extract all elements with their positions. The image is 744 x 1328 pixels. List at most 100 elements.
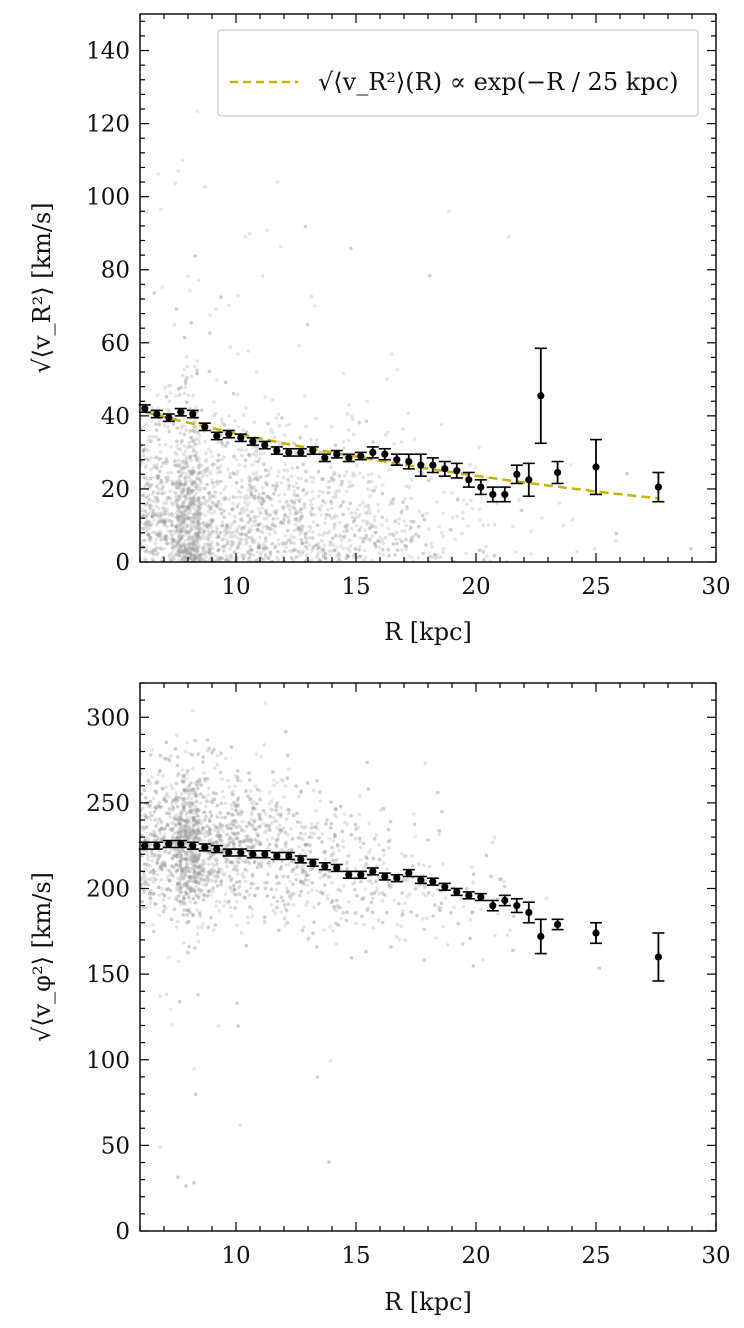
scatter-star (190, 547, 194, 552)
scatter-star (250, 914, 255, 918)
scatter-star (246, 551, 251, 555)
scatter-star (165, 541, 170, 546)
scatter-star (153, 548, 158, 553)
scatter-star (203, 513, 207, 518)
scatter-star (281, 874, 286, 879)
scatter-star (326, 485, 330, 490)
scatter-star (195, 551, 199, 555)
scatter-star (149, 851, 153, 856)
scatter-star (191, 539, 196, 544)
scatter-star (200, 862, 205, 867)
scatter-star (208, 543, 213, 547)
scatter-star (310, 480, 315, 484)
scatter-star (182, 512, 187, 516)
scatter-star (305, 322, 310, 327)
scatter-star (253, 494, 257, 499)
scatter-star (366, 480, 371, 484)
scatter-star (292, 548, 297, 552)
scatter-star (349, 484, 353, 488)
scatter-star (356, 514, 361, 519)
scatter-star (188, 499, 193, 503)
scatter-star (417, 509, 422, 514)
scatter-star (195, 512, 199, 517)
scatter-star (337, 534, 342, 539)
scatter-star (349, 813, 354, 818)
scatter-star (171, 529, 176, 533)
scatter-star (349, 246, 353, 251)
scatter-star (195, 359, 200, 363)
scatter-star (315, 778, 319, 783)
scatter-star (218, 834, 223, 838)
scatter-star (377, 875, 381, 879)
scatter-star (363, 504, 367, 509)
scatter-star (194, 543, 198, 548)
scatter-star (208, 331, 212, 335)
scatter-star (215, 504, 219, 509)
scatter-star (197, 459, 201, 464)
scatter-star (195, 546, 199, 550)
scatter-star (165, 498, 169, 502)
scatter-star (178, 525, 183, 529)
scatter-star (217, 836, 222, 841)
scatter-star (300, 541, 304, 545)
scatter-star (195, 549, 200, 553)
scatter-star (304, 492, 308, 497)
scatter-star (239, 478, 244, 483)
scatter-star (151, 922, 155, 927)
scatter-star (256, 545, 261, 550)
scatter-star (165, 459, 169, 463)
scatter-star (210, 494, 215, 499)
scatter-star (155, 497, 160, 502)
scatter-star (370, 488, 375, 493)
scatter-star (256, 543, 261, 547)
scatter-star (267, 532, 272, 536)
scatter-star (321, 554, 326, 558)
scatter-star (289, 498, 293, 503)
scatter-star (180, 505, 184, 509)
point-marker (201, 423, 209, 431)
scatter-star (158, 207, 163, 212)
scatter-star (186, 486, 190, 491)
scatter-star (181, 941, 186, 945)
scatter-star (158, 827, 163, 831)
scatter-star (219, 512, 224, 516)
scatter-star (156, 513, 161, 518)
scatter-star (337, 888, 342, 892)
scatter-star (179, 853, 184, 857)
scatter-star (318, 508, 323, 512)
scatter-star (157, 457, 161, 461)
scatter-star (378, 539, 383, 544)
scatter-star (230, 507, 234, 512)
scatter-star (194, 531, 199, 535)
scatter-star (153, 530, 157, 535)
scatter-star (237, 524, 241, 529)
scatter-star (257, 546, 261, 550)
scatter-star (288, 511, 293, 516)
scatter-star (155, 463, 159, 467)
scatter-star (195, 486, 199, 491)
scatter-star (190, 482, 195, 486)
scatter-star (183, 545, 188, 549)
scatter-star (371, 524, 375, 529)
scatter-star (192, 818, 196, 823)
scatter-star (238, 542, 242, 546)
scatter-star (309, 294, 314, 299)
scatter-star (197, 522, 201, 526)
scatter-star (177, 553, 181, 558)
scatter-star (198, 555, 202, 560)
scatter-star (203, 184, 207, 189)
scatter-star (188, 503, 193, 508)
scatter-star (300, 541, 305, 546)
scatter-star (154, 537, 158, 542)
scatter-star (321, 490, 325, 495)
scatter-star (154, 484, 159, 489)
scatter-star (179, 426, 184, 431)
scatter-star (345, 522, 350, 527)
scatter-star (157, 418, 162, 423)
scatter-star (149, 456, 154, 460)
scatter-star (164, 456, 169, 461)
scatter-star (186, 393, 191, 398)
scatter-star (277, 469, 281, 474)
scatter-star (258, 511, 263, 515)
scatter-star (166, 384, 171, 388)
